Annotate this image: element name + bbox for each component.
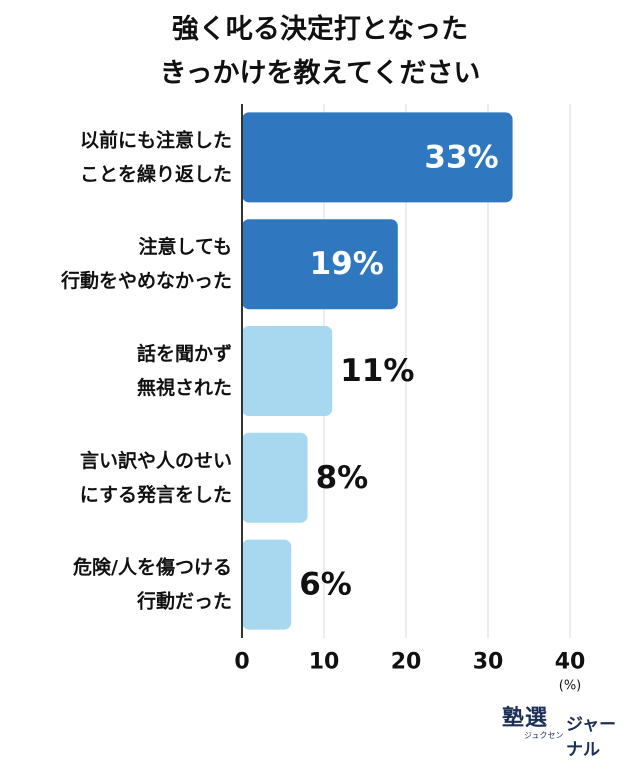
category-label-4-line-2: にする発言をした xyxy=(80,483,232,506)
value-label-4: 8% xyxy=(316,460,369,496)
category-label-3-line-1: 話を聞かず xyxy=(137,342,232,365)
x-tick-label-0: 0 xyxy=(234,650,249,675)
bar-1 xyxy=(242,112,513,203)
category-label-5-line-1: 危険/人を傷つける xyxy=(73,556,232,579)
category-label-3-line-2: 無視された xyxy=(137,376,232,399)
category-label-1-line-1: 以前にも注意した xyxy=(80,128,232,151)
chart-title-line-1: 強く叱る決定打となった xyxy=(171,14,469,45)
category-label-2-line-1: 注意しても xyxy=(139,235,232,258)
x-tick-label-10: 10 xyxy=(309,650,340,675)
x-tick-label-20: 20 xyxy=(391,650,422,675)
value-label-2: 19% xyxy=(310,246,384,282)
x-axis-unit-label: (%) xyxy=(559,679,582,694)
category-label-4-line-1: 言い訳や人のせい xyxy=(80,449,232,472)
value-label-3: 11% xyxy=(340,353,414,389)
bar-3 xyxy=(242,326,333,416)
value-label-1: 33% xyxy=(424,139,498,175)
bar-5 xyxy=(242,539,292,630)
logo-sub-text: ジュクセン xyxy=(524,731,564,740)
category-label-5-line-2: 行動だった xyxy=(136,590,232,613)
category-label-2-line-2: 行動をやめなかった xyxy=(60,269,232,292)
chart-title: 強く叱る決定打となった きっかけを教えてください xyxy=(0,8,640,96)
value-label-5: 6% xyxy=(299,567,352,603)
category-label-1-line-2: ことを繰り返した xyxy=(80,162,232,185)
chart-title-line-2: きっかけを教えてください xyxy=(159,58,481,89)
x-tick-label-40: 40 xyxy=(555,650,586,675)
bar-2 xyxy=(242,219,398,310)
logo-word-text: ジャーナル xyxy=(566,715,617,760)
x-tick-label-30: 30 xyxy=(473,650,504,675)
bar-4 xyxy=(242,432,308,523)
juku-sen-journal-logo: 塾選 ジュクセン ジャーナル xyxy=(502,700,632,760)
logo-main-text: 塾選 xyxy=(502,706,549,731)
